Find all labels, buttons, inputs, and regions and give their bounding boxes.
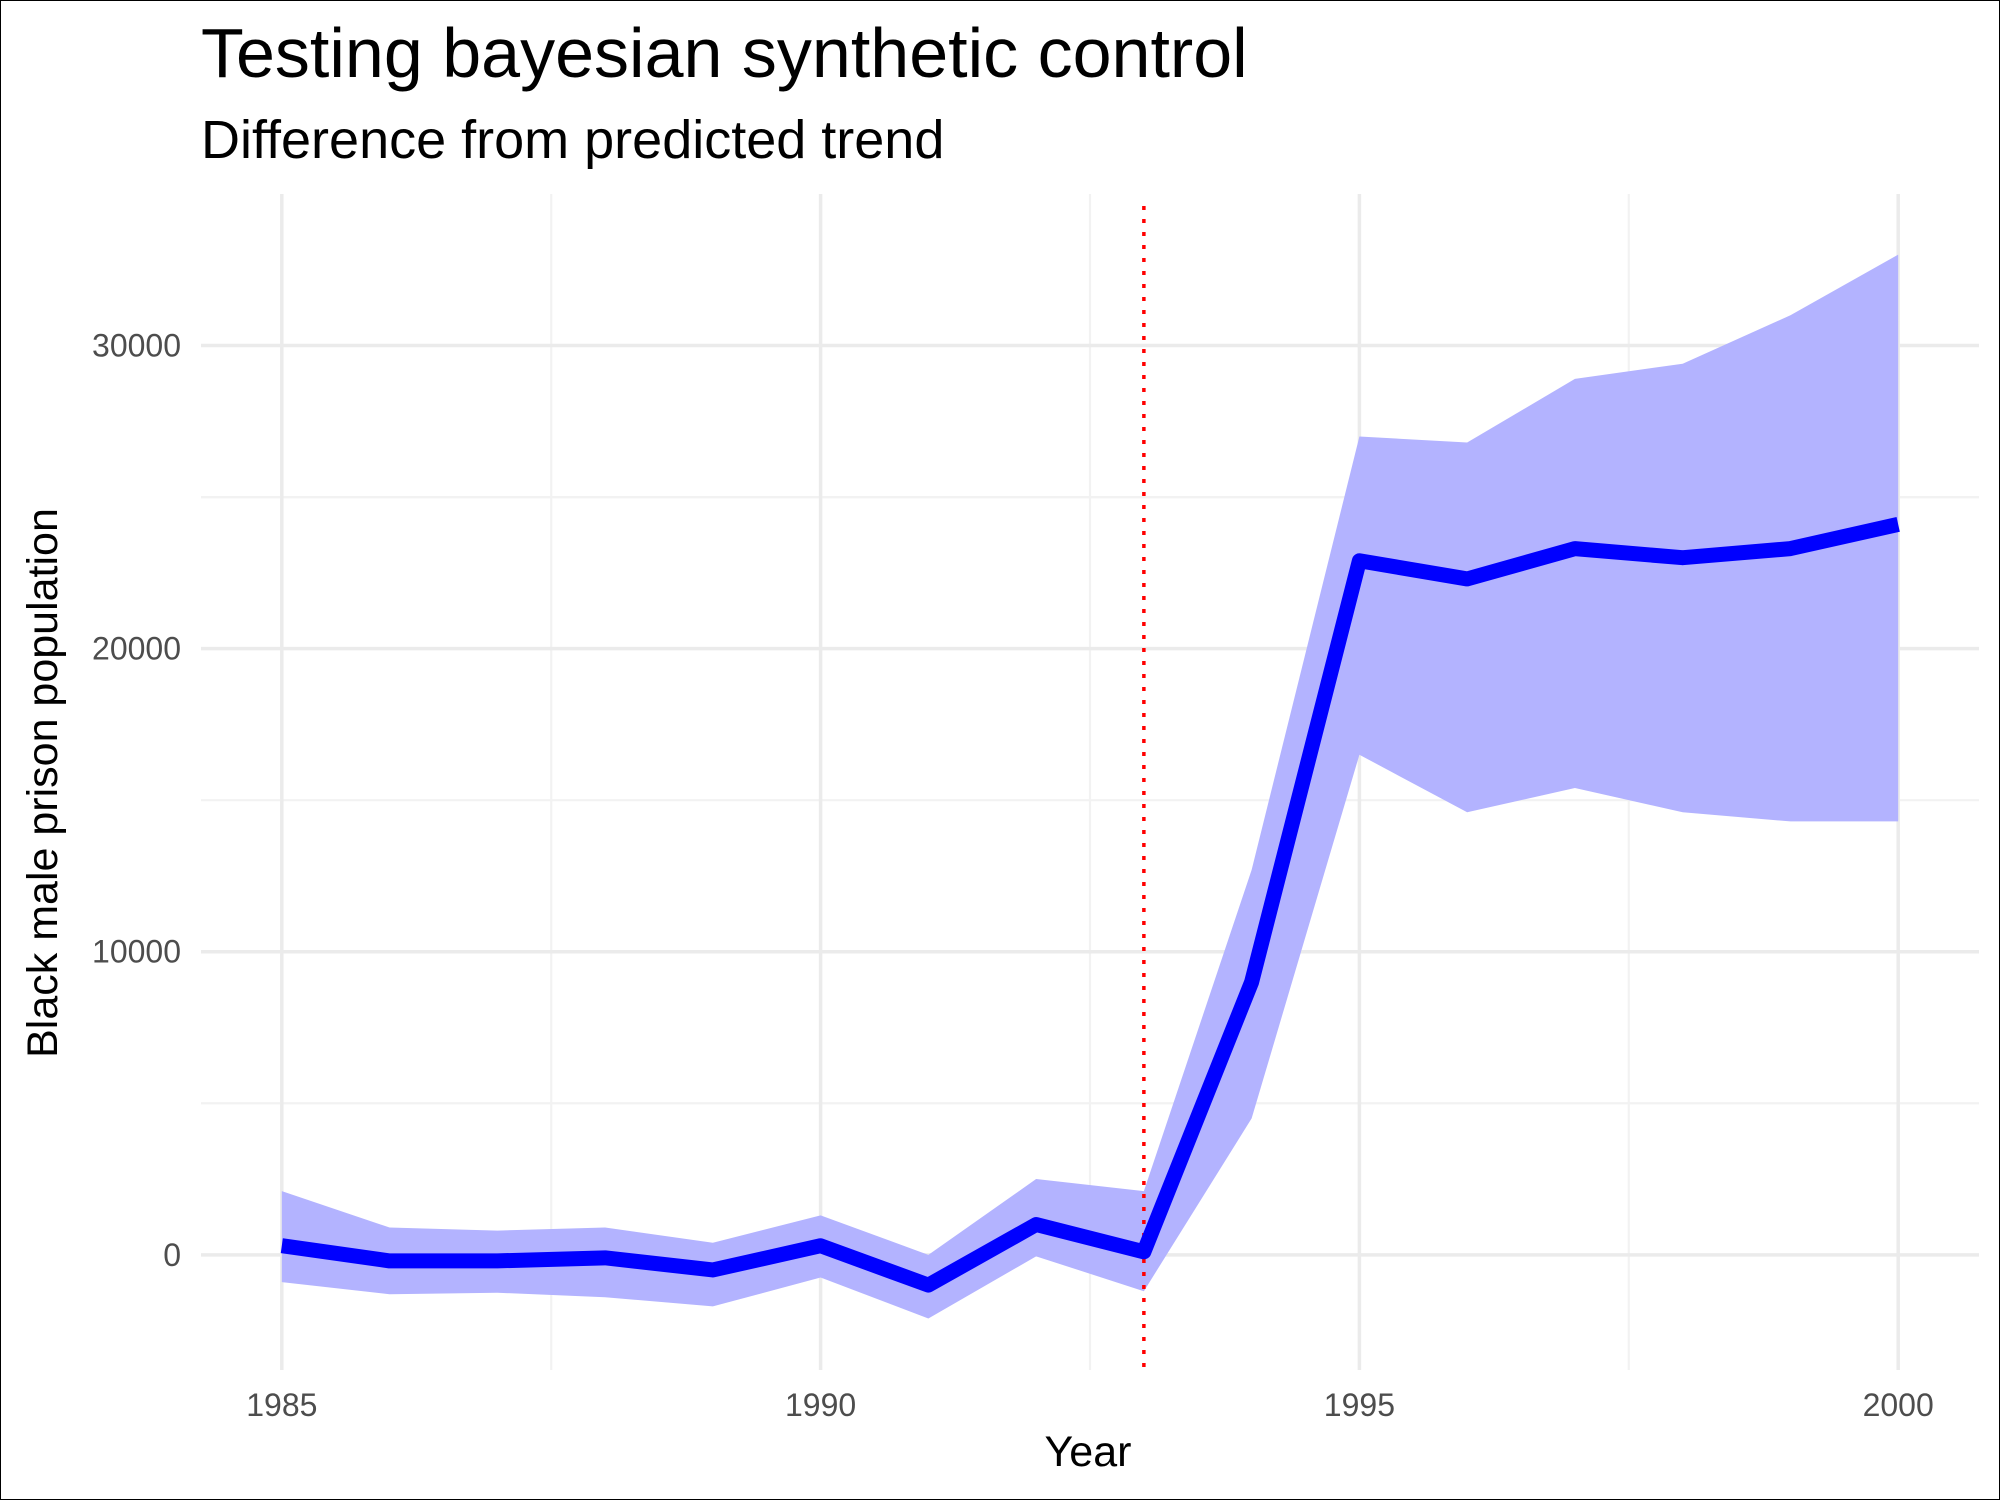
y-tick-label: 20000 — [92, 631, 181, 667]
series-point — [1143, 1251, 1145, 1253]
series-point — [1358, 560, 1360, 562]
x-tick-label: 1995 — [1324, 1387, 1395, 1423]
series-point — [1466, 578, 1468, 580]
series-point — [389, 1260, 391, 1262]
x-tick-label: 2000 — [1863, 1387, 1934, 1423]
chart-subtitle: Difference from predicted trend — [201, 110, 944, 170]
series-point — [1682, 557, 1684, 559]
y-axis-title: Black male prison population — [19, 508, 67, 1058]
series-point — [1035, 1224, 1037, 1226]
series-point — [1897, 523, 1899, 525]
series-point — [712, 1269, 714, 1271]
series-point — [820, 1245, 822, 1247]
chart-title: Testing bayesian synthetic control — [201, 14, 1248, 92]
x-tick-label: 1985 — [246, 1387, 317, 1423]
series-point — [927, 1284, 929, 1286]
series-point — [1251, 981, 1253, 983]
series-line — [280, 517, 1900, 1293]
y-tick-label: 30000 — [92, 328, 181, 364]
x-tick-label: 1990 — [785, 1387, 856, 1423]
y-tick-label: 0 — [163, 1237, 181, 1273]
series-point — [281, 1245, 283, 1247]
x-axis-title: Year — [1045, 1428, 1132, 1476]
y-tick-label: 10000 — [92, 934, 181, 970]
series-point — [604, 1257, 606, 1259]
confidence-band-layer — [281, 254, 1899, 1319]
series-point — [496, 1260, 498, 1262]
series-point — [1789, 548, 1791, 550]
series-point — [1574, 548, 1576, 550]
confidence-band — [281, 254, 1899, 1319]
series-line-layer — [280, 517, 1900, 1293]
